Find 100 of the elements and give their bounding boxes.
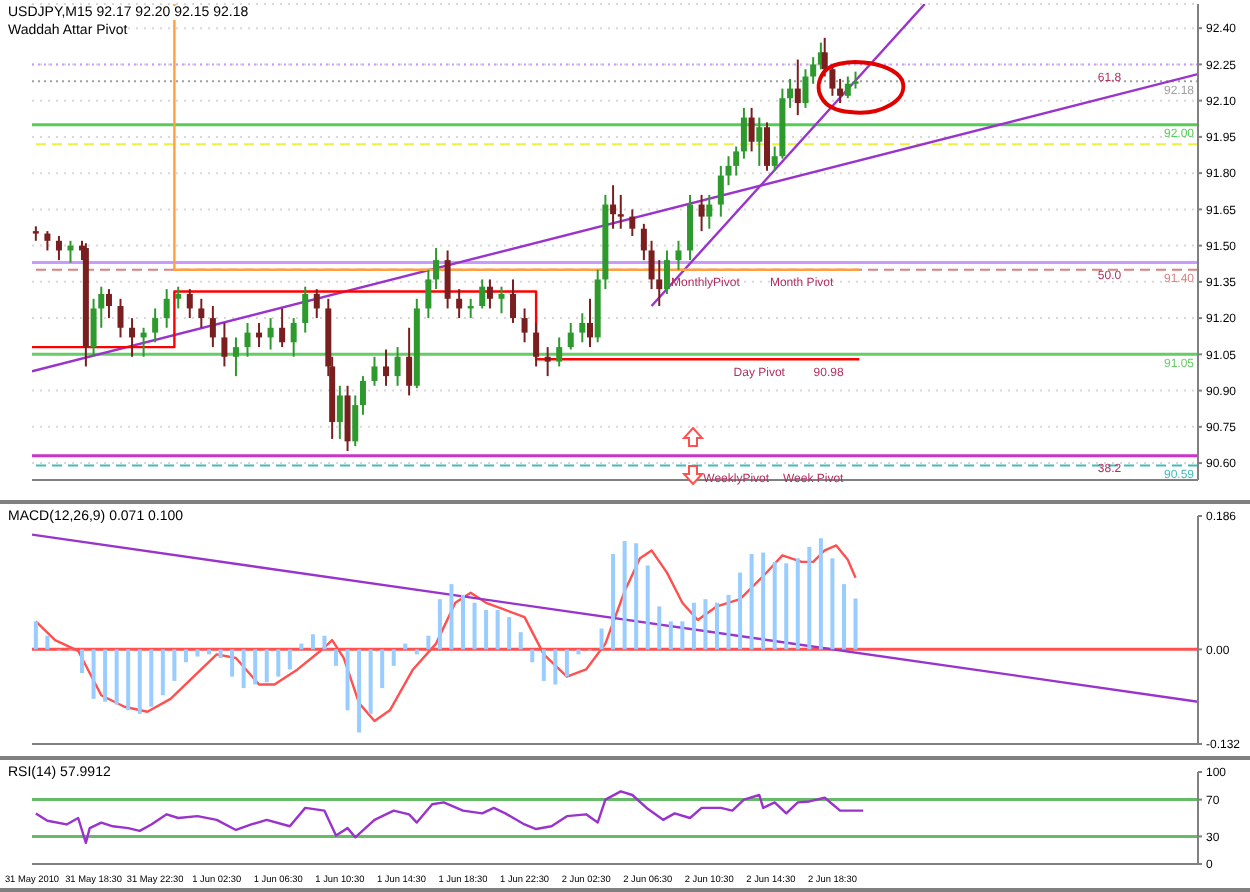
bar <box>714 602 719 650</box>
bar <box>518 632 523 650</box>
bar <box>264 649 269 683</box>
candlestick <box>725 155 732 187</box>
line-series <box>34 790 865 845</box>
candlestick <box>640 222 647 262</box>
candlestick <box>433 247 440 291</box>
candlestick <box>44 230 51 252</box>
candlestick <box>675 239 682 271</box>
bar <box>472 602 477 650</box>
candlestick <box>290 317 297 358</box>
bar <box>380 649 385 689</box>
bar <box>818 538 823 650</box>
bar <box>322 635 327 650</box>
candlestick <box>486 278 493 310</box>
bar <box>195 649 200 657</box>
candlestick <box>533 321 540 368</box>
candlestick <box>383 348 390 387</box>
bar <box>334 649 339 666</box>
candlestick <box>837 77 844 105</box>
candlestick <box>394 346 401 387</box>
candlestick <box>610 184 617 230</box>
bar <box>622 541 627 650</box>
candlestick <box>579 312 586 344</box>
bar <box>541 649 546 681</box>
bar <box>230 649 235 677</box>
bar <box>807 546 812 650</box>
candlestick <box>209 305 216 349</box>
candlestick <box>663 249 670 295</box>
bar <box>703 599 708 650</box>
bar <box>449 584 454 650</box>
candlestick <box>787 77 794 109</box>
bar <box>772 561 777 650</box>
bar <box>749 554 754 650</box>
bar <box>45 635 50 650</box>
bar <box>553 649 558 685</box>
candlestick <box>586 297 593 349</box>
bar <box>357 649 362 733</box>
candlestick <box>444 249 451 310</box>
candlestick <box>406 326 413 397</box>
bar <box>103 649 108 702</box>
candlestick <box>105 288 112 320</box>
bar <box>241 649 246 689</box>
bar <box>495 609 500 650</box>
bar <box>207 649 212 655</box>
bar <box>368 649 373 714</box>
bar <box>414 649 419 655</box>
bar <box>726 594 731 650</box>
candlestick <box>498 285 505 315</box>
bar <box>91 649 96 699</box>
candlestick <box>163 288 170 329</box>
bar <box>253 649 258 685</box>
candlestick <box>371 355 378 387</box>
candlestick <box>717 164 724 218</box>
candlestick <box>336 384 343 440</box>
bar <box>784 563 789 650</box>
candlestick <box>302 285 309 334</box>
candlestick <box>232 336 239 378</box>
candlestick <box>698 193 705 233</box>
bar <box>738 572 743 650</box>
candlestick <box>425 268 432 320</box>
bar <box>761 552 766 650</box>
candlestick <box>117 297 124 339</box>
bar <box>287 649 292 670</box>
bar <box>680 621 685 650</box>
candlestick <box>267 317 274 351</box>
candlestick <box>544 346 551 378</box>
candlestick <box>687 193 694 262</box>
bar <box>437 599 442 650</box>
candlestick <box>198 297 205 329</box>
bar <box>484 609 489 650</box>
bar <box>345 649 350 711</box>
bar <box>426 635 431 650</box>
bar <box>80 649 85 674</box>
bar <box>634 543 639 650</box>
bar <box>183 649 188 663</box>
candlestick <box>756 116 763 167</box>
candlestick <box>802 68 809 109</box>
candlestick <box>556 336 563 368</box>
bar <box>461 594 465 650</box>
bar <box>657 606 662 650</box>
candlestick <box>706 193 713 230</box>
bar <box>149 649 154 707</box>
bar <box>276 649 281 677</box>
candlestick <box>479 278 486 310</box>
candlestick <box>55 234 62 262</box>
bar <box>795 558 800 650</box>
candlestick <box>810 56 817 85</box>
candlestick <box>748 106 755 153</box>
bar <box>33 621 38 650</box>
candlestick <box>521 307 528 344</box>
bar <box>507 617 512 650</box>
candlestick <box>352 394 359 448</box>
bar <box>853 598 858 650</box>
bar <box>691 602 696 650</box>
candlestick <box>733 145 740 177</box>
bar <box>564 649 569 677</box>
candlestick <box>221 321 228 368</box>
candlestick <box>617 193 624 230</box>
candlestick <box>244 321 251 358</box>
